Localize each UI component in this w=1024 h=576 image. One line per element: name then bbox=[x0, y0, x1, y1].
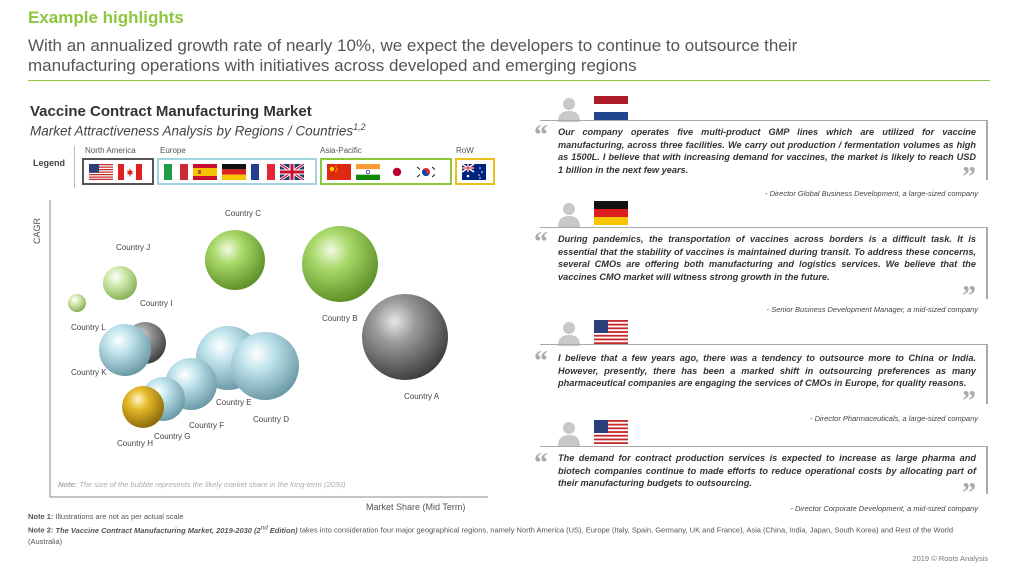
headline-line-1: With an annualized growth rate of nearly… bbox=[28, 36, 798, 55]
label-country-l: Country L bbox=[71, 323, 106, 332]
person-icon bbox=[558, 98, 580, 122]
bubble-country-b bbox=[302, 226, 378, 302]
person-icon bbox=[558, 322, 580, 346]
region-label-asia-pacific: Asia-Pacific bbox=[320, 146, 362, 155]
bubble-chart bbox=[49, 200, 488, 498]
label-country-a: Country A bbox=[404, 392, 440, 401]
region-label-row: RoW bbox=[456, 146, 474, 155]
usa-flag-icon bbox=[594, 420, 628, 444]
legend-asia-pacific bbox=[320, 158, 452, 185]
label-country-j: Country J bbox=[116, 243, 151, 252]
region-label-europe: Europe bbox=[160, 146, 186, 155]
quote-2-attribution: - Senior Business Development Manager, a… bbox=[766, 305, 978, 314]
open-quote-icon: “ bbox=[534, 346, 548, 377]
person-icon bbox=[558, 422, 580, 446]
legend-europe bbox=[157, 158, 317, 185]
quote-3: “ I believe that a few years ago, there … bbox=[530, 316, 990, 426]
label-country-d: Country D bbox=[253, 415, 290, 424]
open-quote-icon: “ bbox=[534, 227, 548, 258]
bubble-country-d bbox=[231, 332, 299, 400]
footnote-2: Note 2: The Vaccine Contract Manufacturi… bbox=[28, 524, 953, 546]
france-flag-icon bbox=[251, 163, 275, 180]
quote-1: “ Our company operates five multi-produc… bbox=[530, 92, 990, 202]
label-country-e: Country E bbox=[216, 398, 252, 407]
label-country-f: Country F bbox=[189, 421, 225, 430]
india-flag-icon bbox=[356, 163, 380, 180]
legend-divider bbox=[74, 146, 75, 188]
germany-flag-icon bbox=[594, 201, 628, 225]
close-quote-icon: ” bbox=[962, 478, 976, 509]
legend-label: Legend bbox=[33, 158, 66, 168]
close-quote-icon: ” bbox=[962, 162, 976, 193]
label-country-b: Country B bbox=[322, 314, 358, 323]
quote-1-text: Our company operates five multi-product … bbox=[558, 127, 976, 175]
quote-top-rule bbox=[540, 446, 988, 447]
quote-4-attribution: - Director Corporate Development, a mid-… bbox=[790, 504, 978, 513]
legend-north-america bbox=[82, 158, 154, 185]
usa-flag-icon bbox=[89, 163, 113, 180]
chart-title: Vaccine Contract Manufacturing Market bbox=[30, 103, 312, 120]
y-axis-label: CAGR bbox=[32, 217, 42, 244]
quote-4-text: The demand for contract production servi… bbox=[558, 453, 976, 488]
chart-note: Note: The size of the bubble represents … bbox=[58, 480, 346, 489]
italy-flag-icon bbox=[164, 163, 188, 180]
legend-row bbox=[455, 158, 495, 185]
quote-top-rule bbox=[540, 120, 988, 121]
bubble-country-a bbox=[362, 294, 448, 380]
bubble-country-l bbox=[68, 294, 86, 312]
south-korea-flag-icon bbox=[414, 163, 438, 180]
quote-3-text: I believe that a few years ago, there wa… bbox=[558, 353, 976, 388]
label-country-h: Country H bbox=[117, 439, 154, 448]
open-quote-icon: “ bbox=[534, 120, 548, 151]
x-axis-label: Market Share (Mid Term) bbox=[366, 502, 466, 512]
bubble-country-c bbox=[205, 230, 265, 290]
netherlands-flag-icon bbox=[594, 96, 628, 120]
quote-top-rule bbox=[540, 344, 988, 345]
label-country-i: Country I bbox=[140, 299, 173, 308]
copyright: 2019 © Roots Analysis bbox=[912, 554, 988, 563]
person-icon bbox=[558, 203, 580, 227]
label-country-g: Country G bbox=[154, 432, 191, 441]
quote-side-rule bbox=[986, 344, 988, 404]
quote-side-rule bbox=[986, 120, 988, 180]
canada-flag-icon bbox=[118, 163, 142, 180]
germany-flag-icon bbox=[222, 163, 246, 180]
quote-2: “ During pandemics, the transportation o… bbox=[530, 199, 990, 317]
quote-3-attribution: - Director Pharmaceuticals, a large-size… bbox=[810, 414, 978, 423]
label-country-c: Country C bbox=[225, 209, 262, 218]
bubble-country-h bbox=[122, 386, 164, 428]
quote-side-rule bbox=[986, 446, 988, 494]
open-quote-icon: “ bbox=[534, 448, 548, 479]
quote-2-text: During pandemics, the transportation of … bbox=[558, 234, 976, 282]
page-kicker: Example highlights bbox=[28, 8, 184, 27]
usa-flag-icon bbox=[594, 320, 628, 344]
chart-subtitle: Market Attractiveness Analysis by Region… bbox=[30, 122, 366, 139]
china-flag-icon bbox=[327, 163, 351, 180]
header-divider bbox=[28, 80, 990, 81]
label-country-k: Country K bbox=[71, 368, 107, 377]
spain-flag-icon bbox=[193, 163, 217, 180]
uk-flag-icon bbox=[280, 163, 304, 180]
japan-flag-icon bbox=[385, 163, 409, 180]
close-quote-icon: ” bbox=[962, 281, 976, 312]
quote-4: “ The demand for contract production ser… bbox=[530, 418, 990, 518]
bubble-country-k bbox=[99, 324, 151, 376]
headline-line-2: manufacturing operations with initiative… bbox=[28, 56, 637, 75]
bubble-country-j bbox=[103, 266, 137, 300]
quote-top-rule bbox=[540, 227, 988, 228]
australia-flag-icon bbox=[462, 163, 486, 180]
region-label-north-america: North America bbox=[85, 146, 136, 155]
quote-side-rule bbox=[986, 227, 988, 299]
close-quote-icon: ” bbox=[962, 386, 976, 417]
quote-1-attribution: - Director Global Business Development, … bbox=[764, 189, 978, 198]
footnote-1: Note 1: Illustrations are not as per act… bbox=[28, 512, 184, 521]
